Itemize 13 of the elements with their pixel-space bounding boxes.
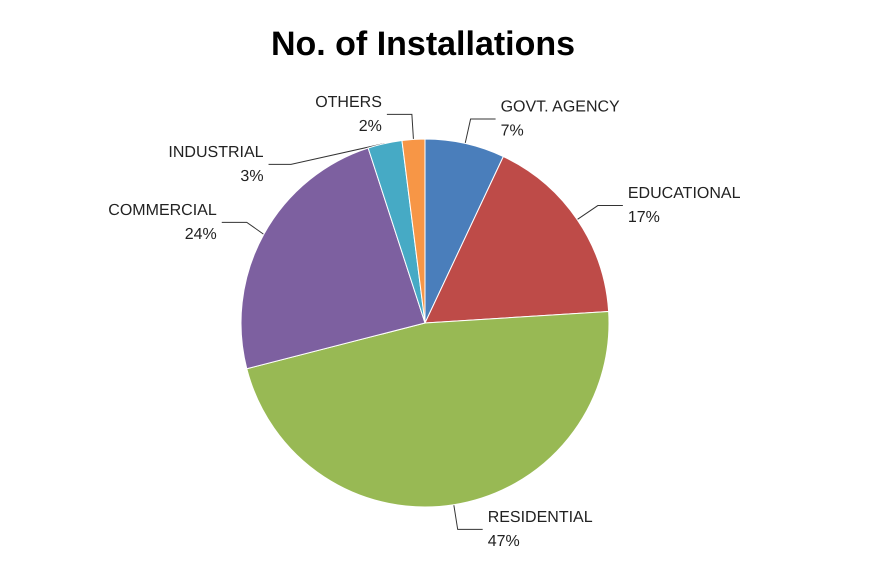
slice-label: EDUCATIONAL: [628, 185, 741, 202]
data-label: 7%: [500, 122, 524, 140]
data-label: 47%: [488, 532, 520, 550]
slice-label: INDUSTRIAL: [168, 144, 264, 161]
slice-label: GOVT. AGENCY: [500, 98, 620, 116]
data-label: 24%: [184, 226, 217, 243]
data-label: 3%: [240, 168, 264, 185]
chart-title: No. of Installations: [270, 25, 576, 63]
data-label: 17%: [628, 209, 660, 226]
slice-label: COMMERCIAL: [108, 202, 217, 219]
slice-label: RESIDENTIAL: [488, 508, 593, 526]
slice-label: OTHERS: [315, 94, 382, 111]
data-label: 2%: [358, 118, 382, 135]
